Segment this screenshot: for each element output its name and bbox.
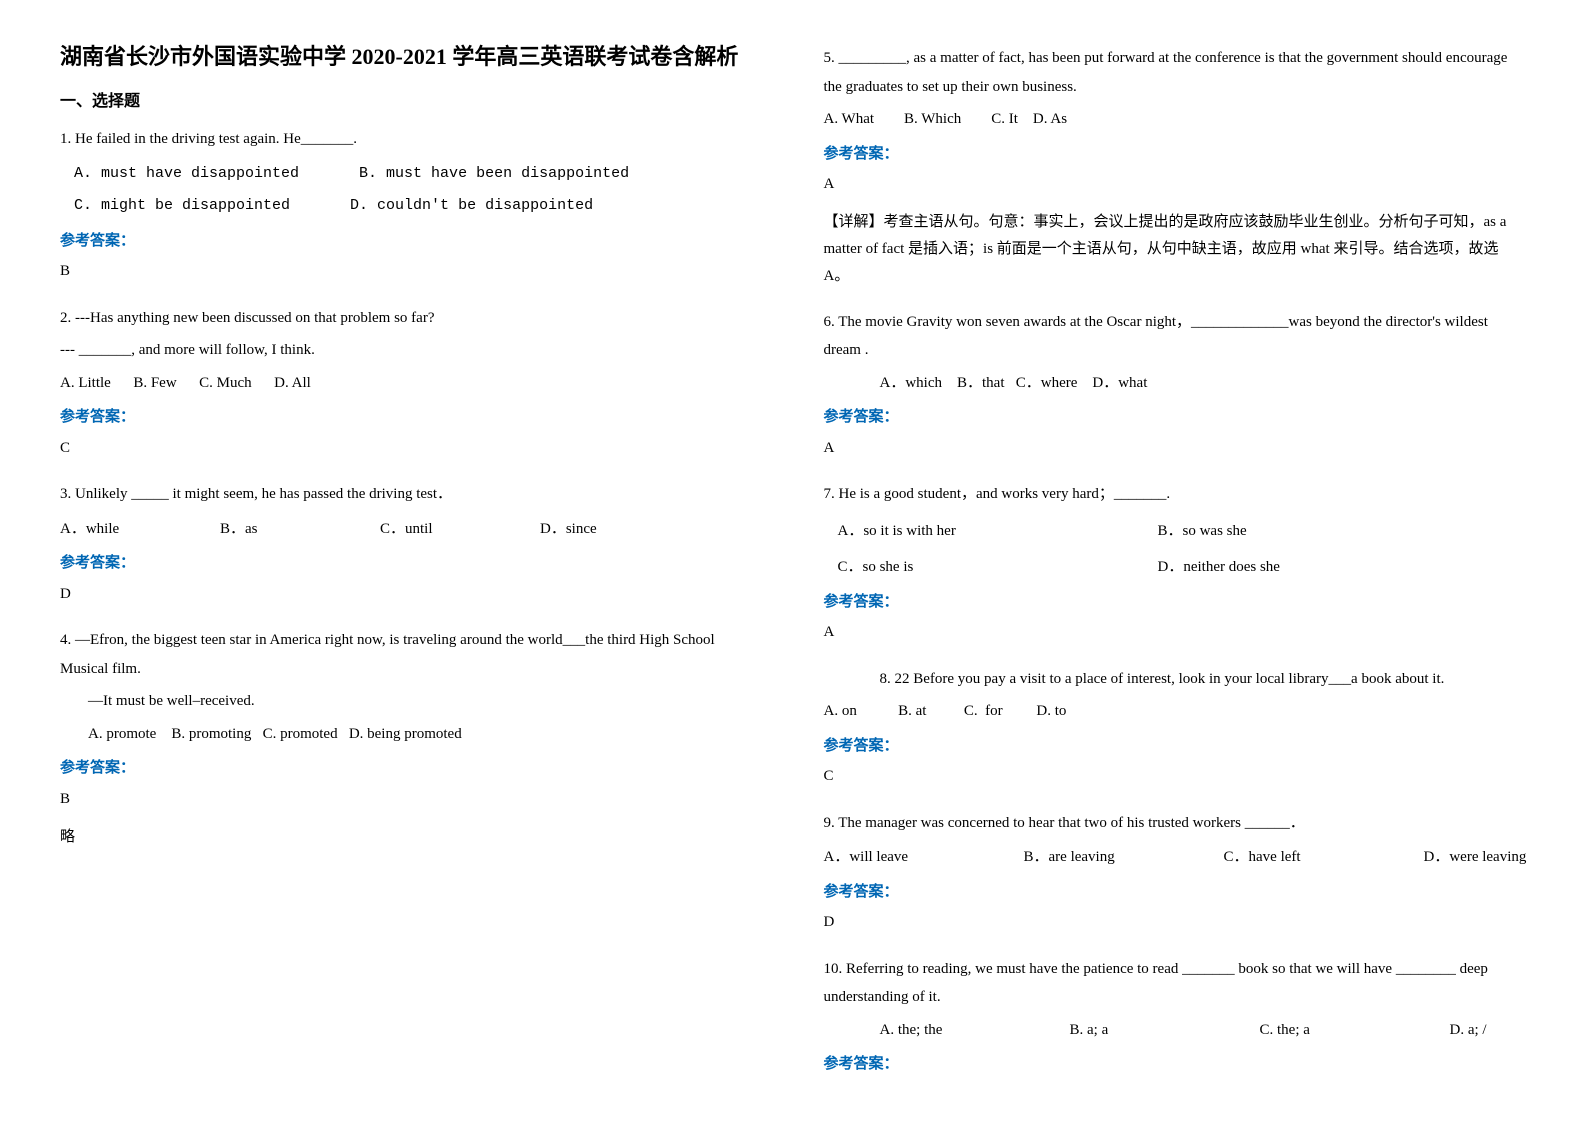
q3-text: 3. Unlikely _____ it might seem, he has … (60, 480, 764, 509)
q7-options-row2: C．so she is D．neither does she (838, 553, 1528, 582)
q2-line2: --- _______, and more will follow, I thi… (60, 336, 764, 365)
q6-answer: A (824, 434, 1528, 463)
q4-answer: B (60, 785, 764, 814)
q3-answer: D (60, 580, 764, 609)
q8-answer-label: 参考答案： (824, 732, 1528, 761)
q10-option-d: D. a; / (1450, 1016, 1487, 1045)
q1-option-b: B. must have been disappointed (359, 160, 629, 189)
q4-line1: 4. —Efron, the biggest teen star in Amer… (60, 626, 764, 683)
q6-answer-label: 参考答案： (824, 403, 1528, 432)
q10-answer-label: 参考答案： (824, 1050, 1528, 1079)
q5-options: A. What B. Which C. It D. As (824, 105, 1528, 134)
q9-text: 9. The manager was concerned to hear tha… (824, 809, 1528, 838)
question-1: 1. He failed in the driving test again. … (60, 125, 764, 286)
q5-explanation: 【详解】考查主语从句。句意：事实上，会议上提出的是政府应该鼓励毕业生创业。分析句… (824, 209, 1528, 290)
q4-answer-label: 参考答案： (60, 754, 764, 783)
q7-option-a: A．so it is with her (838, 517, 1098, 546)
q7-text: 7. He is a good student，and works very h… (824, 480, 1528, 509)
right-column: 5. _________, as a matter of fact, has b… (824, 40, 1528, 1097)
q1-answer: B (60, 257, 764, 286)
q7-option-b: B．so was she (1158, 517, 1247, 546)
q7-answer: A (824, 618, 1528, 647)
q7-answer-label: 参考答案： (824, 588, 1528, 617)
q1-option-c: C. might be disappointed (74, 192, 290, 221)
q9-option-a: A．will leave (824, 843, 984, 872)
section-header: 一、选择题 (60, 87, 764, 111)
q5-answer: A (824, 170, 1528, 199)
q7-options-row1: A．so it is with her B．so was she (838, 517, 1528, 546)
q8-options: A. on B. at C. for D. to (824, 697, 1528, 726)
q8-answer: C (824, 762, 1528, 791)
q1-answer-label: 参考答案： (60, 227, 764, 256)
question-5: 5. _________, as a matter of fact, has b… (824, 44, 1528, 290)
q3-option-b: B．as (220, 515, 340, 544)
q4-line2: —It must be well–received. (88, 687, 764, 716)
question-8: 8. 22 Before you pay a visit to a place … (824, 665, 1528, 791)
q7-option-c: C．so she is (838, 553, 1098, 582)
q6-options: A．which B．that C．where D．what (880, 369, 1528, 398)
q9-answer: D (824, 908, 1528, 937)
left-column: 湖南省长沙市外国语实验中学 2020-2021 学年高三英语联考试卷含解析 一、… (60, 40, 764, 1097)
question-9: 9. The manager was concerned to hear tha… (824, 809, 1528, 937)
q3-options: A．while B．as C．until D．since (60, 515, 764, 544)
q6-line1: 6. The movie Gravity won seven awards at… (824, 308, 1528, 365)
q1-text: 1. He failed in the driving test again. … (60, 125, 764, 154)
q10-option-a: A. the; the (880, 1016, 1030, 1045)
q10-option-b: B. a; a (1070, 1016, 1220, 1045)
q1-option-d: D. couldn't be disappointed (350, 192, 593, 221)
q2-answer: C (60, 434, 764, 463)
q4-options: A. promote B. promoting C. promoted D. b… (88, 720, 764, 749)
q9-option-d: D．were leaving (1424, 843, 1527, 872)
q10-option-c: C. the; a (1260, 1016, 1410, 1045)
q5-answer-label: 参考答案： (824, 140, 1528, 169)
q9-options: A．will leave B．are leaving C．have left D… (824, 843, 1528, 872)
page-container: 湖南省长沙市外国语实验中学 2020-2021 学年高三英语联考试卷含解析 一、… (0, 0, 1587, 1137)
q3-option-d: D．since (540, 515, 660, 544)
q1-options-row2: C. might be disappointed D. couldn't be … (74, 192, 764, 221)
q2-line1: 2. ---Has anything new been discussed on… (60, 304, 764, 333)
question-7: 7. He is a good student，and works very h… (824, 480, 1528, 647)
q1-options-row1: A. must have disappointed B. must have b… (74, 160, 764, 189)
q9-option-b: B．are leaving (1024, 843, 1184, 872)
q9-option-c: C．have left (1224, 843, 1384, 872)
q5-line1: 5. _________, as a matter of fact, has b… (824, 44, 1528, 101)
q10-options: A. the; the B. a; a C. the; a D. a; / (880, 1016, 1528, 1045)
q2-options: A. Little B. Few C. Much D. All (60, 369, 764, 398)
question-2: 2. ---Has anything new been discussed on… (60, 304, 764, 463)
question-3: 3. Unlikely _____ it might seem, he has … (60, 480, 764, 608)
q3-option-a: A．while (60, 515, 180, 544)
q2-answer-label: 参考答案： (60, 403, 764, 432)
q4-note: 略 (60, 823, 764, 852)
q3-option-c: C．until (380, 515, 500, 544)
document-title: 湖南省长沙市外国语实验中学 2020-2021 学年高三英语联考试卷含解析 (60, 40, 764, 73)
question-4: 4. —Efron, the biggest teen star in Amer… (60, 626, 764, 852)
q9-answer-label: 参考答案： (824, 878, 1528, 907)
q3-answer-label: 参考答案： (60, 549, 764, 578)
q1-option-a: A. must have disappointed (74, 160, 299, 189)
q7-option-d: D．neither does she (1158, 553, 1280, 582)
q8-text: 8. 22 Before you pay a visit to a place … (880, 665, 1528, 694)
q10-line1: 10. Referring to reading, we must have t… (824, 955, 1528, 1012)
question-10: 10. Referring to reading, we must have t… (824, 955, 1528, 1079)
question-6: 6. The movie Gravity won seven awards at… (824, 308, 1528, 463)
